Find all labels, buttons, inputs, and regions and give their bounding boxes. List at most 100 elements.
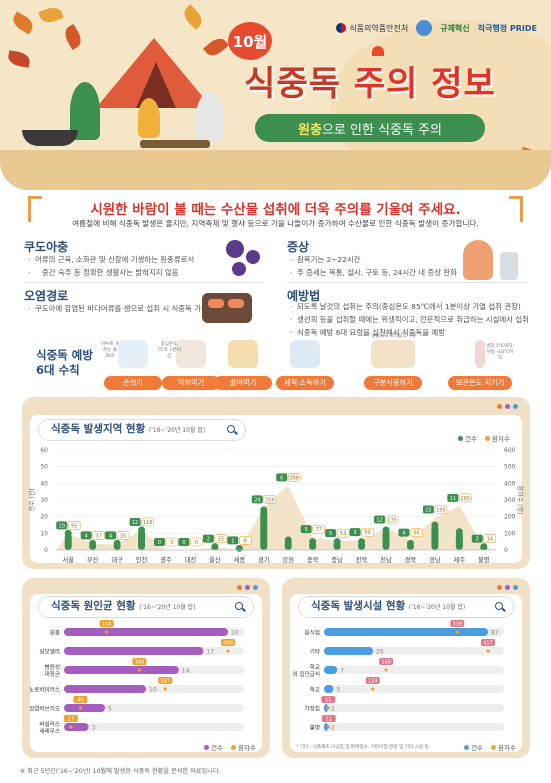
patients-value-box xyxy=(165,537,179,547)
patients-value-box xyxy=(321,715,336,722)
cases-value-label: 0 xyxy=(182,540,185,546)
cases-value-box xyxy=(105,531,117,540)
patients-value-box xyxy=(239,536,252,545)
cases-value-box xyxy=(349,528,361,537)
patients-value-label: 37 xyxy=(95,533,101,539)
patients-point xyxy=(163,687,167,691)
parasite-icon xyxy=(226,240,244,258)
handwash-icon xyxy=(118,340,148,368)
cases-value-box xyxy=(374,515,385,524)
x-tick-label: 울산 xyxy=(209,555,221,564)
pathogen-chart-title: 식중독 원인균 현황 ('16~'20년 10월 합) xyxy=(38,596,254,618)
patients-value-box xyxy=(336,528,350,538)
cases-value-label: 26 xyxy=(376,649,384,656)
bar-track xyxy=(324,685,504,693)
y-tick-label: 60 xyxy=(40,447,48,454)
cases-bar-cap xyxy=(211,543,219,551)
window-dots xyxy=(497,585,518,590)
patients-value-label: 0 xyxy=(170,540,173,546)
y2-tick-label: 0 xyxy=(504,547,508,554)
cases-value-box xyxy=(447,493,459,502)
facility-chart-title: 식중독 발생시설 현황 ('16~'20년 10월 합) xyxy=(298,596,514,618)
patients-area xyxy=(56,485,496,550)
y-tick-label: 50 xyxy=(40,464,48,471)
bar-track xyxy=(64,723,244,731)
patients-value-label: 124 xyxy=(368,678,378,684)
patients-value-box xyxy=(63,715,78,722)
cases-value-box xyxy=(178,538,190,546)
cases-bar xyxy=(324,628,488,636)
rule-wash: 세척·소독하기 xyxy=(276,340,334,390)
patients-value-box xyxy=(459,493,472,503)
symptom-bullets: 잠복기는 2~22시간 주 증세는 복통, 설사, 구토 등, 24시간 내 증… xyxy=(290,253,460,279)
cases-bar xyxy=(324,666,338,674)
cases-value-label: 5 xyxy=(329,531,332,537)
cooking-icon xyxy=(176,340,206,368)
route-bullets: 쿠도아에 감염된 바다어류를 생으로 섭취 시 식중독 가능 xyxy=(28,302,218,315)
bar-track xyxy=(64,704,244,712)
pathogen-chart-legend: 건수 환자수 xyxy=(204,742,256,752)
x-tick-label: 인천 xyxy=(136,555,148,564)
y2-axis-label: 환자수 (명) xyxy=(516,486,524,515)
window-dots xyxy=(237,585,258,590)
cases-bar-cap xyxy=(480,543,488,551)
ground xyxy=(0,150,551,190)
intro-title: 시원한 바람이 불 때는 수산물 섭취에 더욱 주의를 기울여 주세요. xyxy=(90,202,461,218)
cases-value-label: 3 xyxy=(92,725,96,732)
logo-group: 식품의약품안전처 규제혁신 적극행정 PRIDE xyxy=(336,20,537,36)
region-chart-title: 식중독 발생지역 현황 ('16~'20년 10월 합) xyxy=(38,419,246,441)
x-tick-label: 강원 xyxy=(282,555,294,564)
patients-point xyxy=(226,649,230,653)
leaf-icon xyxy=(9,11,37,35)
cases-value-box xyxy=(129,518,141,526)
y-tick-label: 40 xyxy=(40,480,48,487)
cases-bar xyxy=(64,666,179,674)
x-tick-label: 경남 xyxy=(429,555,441,564)
patients-point xyxy=(69,725,73,729)
cases-value-label: 7 xyxy=(340,668,344,675)
sick-person-icon xyxy=(463,240,493,280)
cases-bar xyxy=(382,530,390,550)
x-tick-label: 세종 xyxy=(234,555,246,564)
cases-value-box xyxy=(154,538,165,546)
cases-value-label: 11 xyxy=(450,496,456,502)
cases-value-label: 2 xyxy=(331,725,335,732)
leaf-icon xyxy=(180,4,206,30)
category-label: 장염비브리오 xyxy=(30,705,60,713)
kudoa-bullets: 어류의 근육, 소화관 및 신장에 기생하는 원충류로서 중간 숙주 등 정확한… xyxy=(28,253,218,279)
pride-logo: 적극행정 PRIDE xyxy=(477,23,537,33)
intro-description: 여름철에 비해 식중독 발생은 줄지만, 지역축제 및 행사 등으로 가을 나들… xyxy=(72,219,479,228)
intro-section: 시원한 바람이 불 때는 수산물 섭취에 더욱 주의를 기울여 주세요. 여름철… xyxy=(28,196,523,236)
cases-value-box xyxy=(300,525,312,534)
grill-illustration xyxy=(22,130,78,146)
patients-value-box xyxy=(287,473,301,482)
parasite-icon xyxy=(246,250,260,264)
patients-point xyxy=(371,687,375,691)
patients-value-box xyxy=(385,515,399,524)
y-tick-label: 10 xyxy=(40,530,48,537)
x-tick-label: 대구 xyxy=(111,556,123,564)
x-tick-label: 광주 xyxy=(160,556,172,564)
patients-value-box xyxy=(158,677,173,684)
cases-value-box xyxy=(251,495,263,504)
patients-value-label: 417 xyxy=(483,640,493,646)
cases-bar xyxy=(64,704,105,712)
patients-value-label: 118 xyxy=(143,520,153,526)
patients-value-label: 265 xyxy=(461,496,471,502)
search-icon xyxy=(227,425,235,433)
window-dots xyxy=(497,404,518,409)
cases-value-label: 12 xyxy=(376,518,382,524)
x-tick-label: 부산 xyxy=(87,555,99,564)
cases-bar xyxy=(138,530,146,550)
category-label: 원충 xyxy=(50,629,60,637)
y2-tick-label: 100 xyxy=(504,530,516,537)
subtitle-banner: 원충 으로 인한 식중독 주의 xyxy=(255,114,485,142)
patients-point xyxy=(384,668,388,672)
cases-bar-cap xyxy=(64,529,72,537)
cases-bar-cap xyxy=(406,539,414,547)
person-illustration xyxy=(138,98,160,138)
table-illustration xyxy=(140,140,210,148)
patients-value-box xyxy=(434,505,448,514)
route-title: 오염경로 xyxy=(24,289,69,303)
cases-value-label: 2 xyxy=(207,537,210,543)
